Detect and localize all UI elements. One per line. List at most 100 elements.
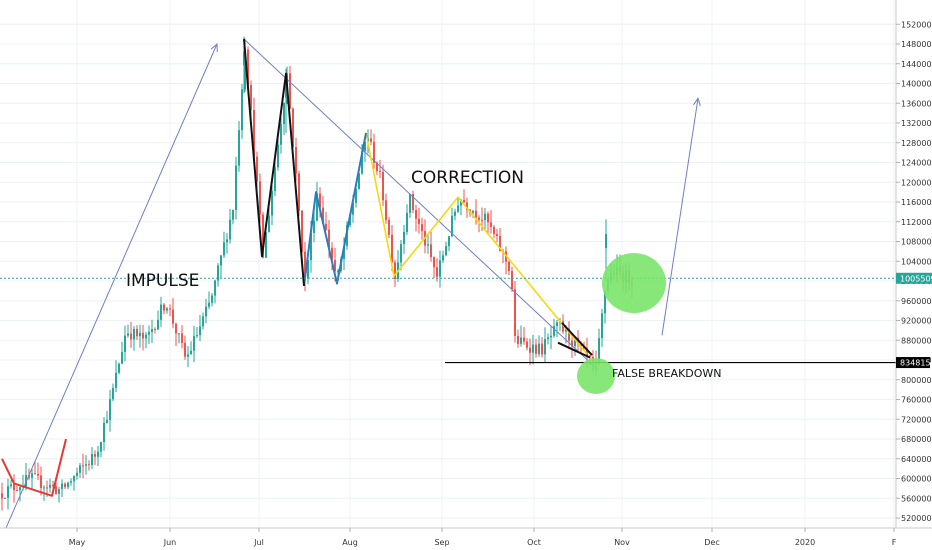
candle-body	[415, 210, 417, 219]
candle-body	[217, 265, 219, 281]
candle-body	[94, 454, 96, 457]
y-tick-label: 1360000	[901, 99, 932, 108]
candle-body	[244, 49, 246, 90]
y-tick-label: 600000	[901, 475, 932, 484]
candle-body	[571, 340, 573, 347]
y-tick-label: 760000	[901, 396, 932, 405]
candle-body	[25, 475, 27, 487]
candle-body	[535, 344, 537, 354]
candle-body	[472, 210, 474, 213]
candle-body	[442, 255, 444, 261]
candle-body	[433, 257, 435, 268]
candle-body	[259, 181, 261, 215]
candle-body	[373, 141, 375, 163]
candle-body	[130, 333, 132, 340]
candle-body	[331, 247, 333, 260]
candle-body	[271, 190, 273, 216]
candle-body	[262, 214, 264, 258]
candle-body	[352, 202, 354, 215]
x-tick-label: Nov	[614, 538, 630, 547]
candle-body	[16, 490, 18, 492]
candle-body	[574, 338, 576, 347]
x-tick-label: Jul	[253, 538, 264, 547]
candle-body	[556, 322, 558, 327]
candle-body	[538, 343, 540, 354]
candle-body	[142, 332, 144, 339]
candle-body	[211, 295, 213, 303]
y-tick-label: 1200000	[901, 178, 932, 187]
candle-body	[526, 341, 528, 348]
candle-body	[253, 109, 255, 157]
candle-body	[604, 291, 606, 314]
candle-body	[223, 242, 225, 256]
y-tick-label: 1160000	[901, 198, 932, 207]
y-tick-label: 880000	[901, 336, 932, 345]
candle-body	[184, 342, 186, 357]
impulse-label: IMPULSE	[126, 271, 199, 291]
candle-body	[406, 212, 408, 233]
impulse-arrow-head	[210, 42, 218, 53]
candle-body	[31, 473, 33, 478]
candle-body	[466, 202, 468, 210]
y-tick-label: 960000	[901, 297, 932, 306]
y-tick-label: 920000	[901, 317, 932, 326]
candle-body	[379, 170, 381, 172]
candle-body	[580, 344, 582, 347]
candle-body	[64, 483, 66, 488]
candle-body	[285, 83, 287, 98]
candle-body	[427, 244, 429, 246]
candle-body	[361, 151, 363, 174]
candle-body	[160, 304, 162, 320]
candle-body	[550, 335, 552, 338]
candle-body	[460, 199, 462, 206]
candle-body	[325, 223, 327, 230]
candle-body	[232, 209, 234, 220]
candle-body	[586, 348, 588, 356]
current-price-tag: 1005509	[896, 272, 932, 284]
y-tick-label: 1440000	[901, 60, 932, 69]
candle-body	[82, 465, 84, 467]
candle-body	[247, 49, 249, 85]
candle-body	[520, 337, 522, 344]
candle-body	[511, 271, 513, 290]
y-tick-label: 1320000	[901, 119, 932, 128]
trend-line	[243, 38, 599, 371]
candle-body	[190, 350, 192, 355]
candle-body	[508, 261, 510, 272]
support-price-tag-bg	[896, 357, 930, 369]
current-price-tag-text: 1005509	[900, 274, 932, 283]
candle-body	[568, 328, 570, 341]
impulse-arrow	[5, 43, 218, 529]
candle-body	[172, 309, 174, 324]
current-zone-circle	[602, 253, 666, 313]
candle-body	[133, 328, 135, 340]
candle-body	[451, 215, 453, 237]
candle-body	[481, 219, 483, 221]
candle-body	[157, 319, 159, 330]
candle-body	[202, 316, 204, 327]
y-tick-label: 640000	[901, 455, 932, 464]
candle-body	[316, 193, 318, 221]
candle-body	[181, 333, 183, 343]
time-axis[interactable]: May Jun Jul Aug Sep Oct Nov Dec 2020 F	[69, 528, 897, 547]
candle-body	[226, 239, 228, 243]
wedge-lower	[557, 341, 591, 359]
candle-body	[277, 144, 279, 168]
y-tick-label: 1240000	[901, 159, 932, 168]
candle-body	[250, 84, 252, 110]
candle-body	[403, 232, 405, 244]
candle-body	[166, 308, 168, 311]
candle-body	[541, 343, 543, 355]
candle-body	[328, 229, 330, 248]
candle-body	[301, 210, 303, 252]
candle-body	[241, 89, 243, 131]
candle-body	[235, 165, 237, 210]
candle-body	[112, 387, 114, 400]
false-breakdown-circle	[577, 358, 615, 394]
candle-body	[115, 372, 117, 388]
candle-body	[430, 244, 432, 258]
candle-body	[313, 220, 315, 233]
candle-body	[605, 234, 607, 249]
candle-body	[70, 481, 72, 483]
